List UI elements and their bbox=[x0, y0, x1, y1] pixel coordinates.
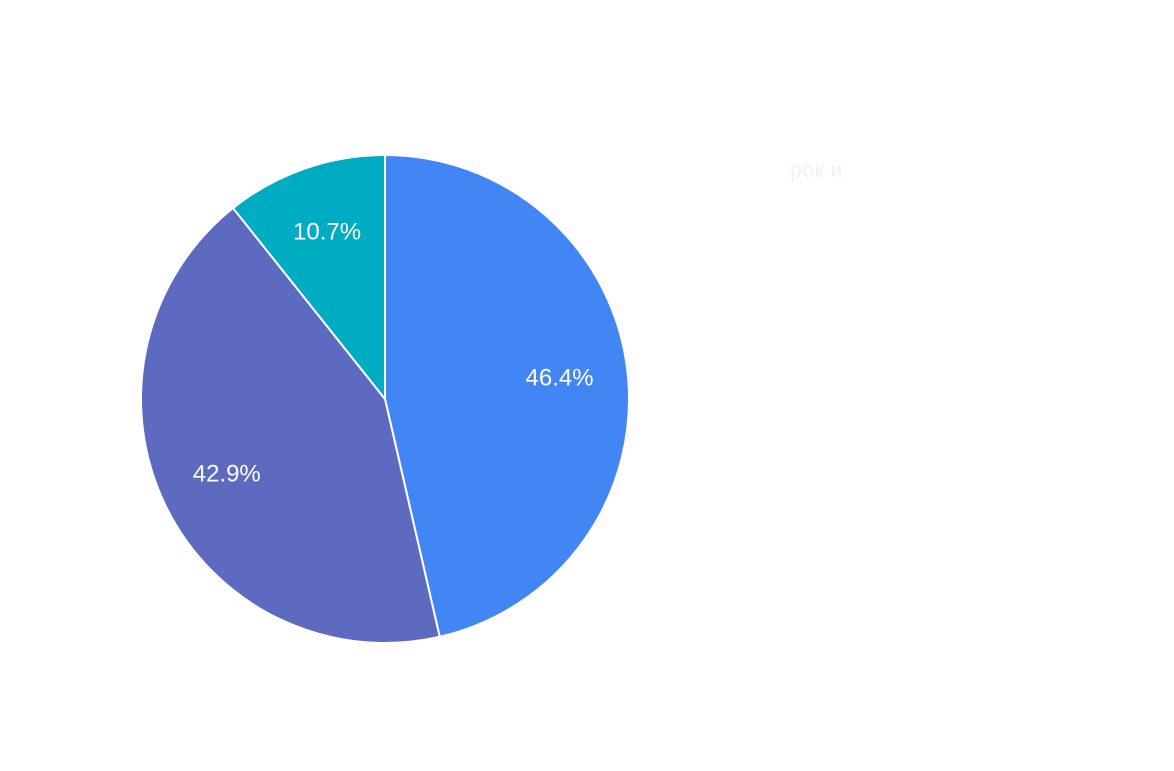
chart-legend: рок и bbox=[790, 150, 1090, 190]
pie-slice bbox=[140, 206, 441, 644]
pie-slice bbox=[384, 153, 630, 638]
slice-data-label: 42.9% bbox=[193, 461, 261, 488]
slice-data-label: 10.7% bbox=[293, 218, 361, 245]
pie-slice bbox=[231, 153, 386, 402]
legend-entry: рок и bbox=[790, 157, 843, 182]
slice-data-label: 46.4% bbox=[526, 365, 594, 392]
